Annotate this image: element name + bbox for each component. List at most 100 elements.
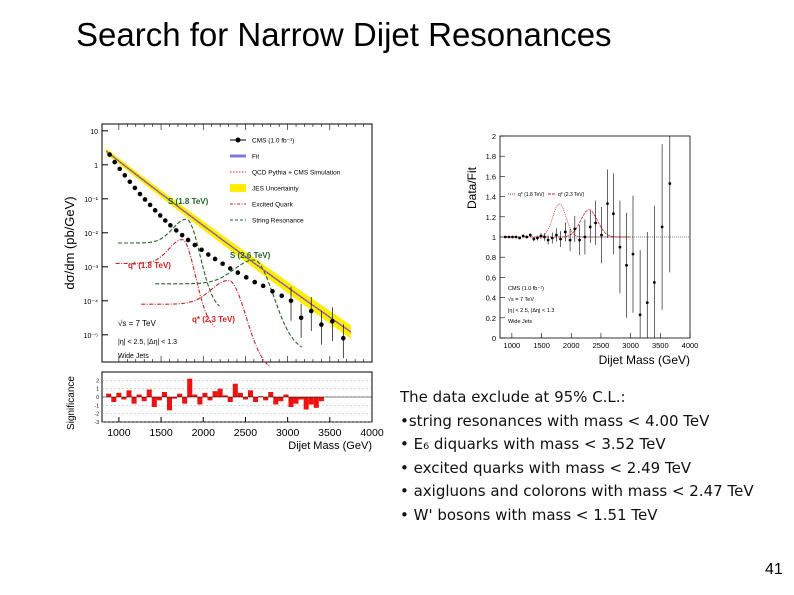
ratio-y-tick-label: 0.4	[486, 294, 496, 303]
ratio-data-point	[511, 235, 514, 239]
spectrum-plot-frame	[101, 123, 373, 363]
spectrum-info-jets: Wide Jets	[118, 353, 149, 360]
ratio-info: CMS (1.0 fb⁻¹) √s = 7 TeV |η| < 2.5, |Δη…	[508, 286, 554, 325]
ratio-data-point	[652, 281, 656, 284]
significance-x-tick-label: 3500	[318, 427, 342, 439]
spectrum-data-point	[298, 315, 304, 321]
spectrum-data-point	[192, 242, 198, 248]
exclusion-summary: The data exclude at 95% C.L.: •string re…	[400, 386, 754, 527]
spectrum-data-point	[112, 159, 117, 165]
ratio-info-eta: |η| < 2.5, |Δη| < 1.3	[508, 308, 554, 314]
ratio-info-cms: CMS (1.0 fb⁻¹)	[508, 286, 544, 292]
spectrum-legend: CMS (1.0 fb⁻¹) Fit QCD Pythia + CMS Simu…	[230, 137, 341, 225]
ratio-data-point	[645, 301, 649, 305]
signal-curve	[155, 259, 303, 348]
ratio-data-point	[532, 237, 536, 241]
spectrum-data-point	[179, 232, 185, 238]
significance-bar	[268, 392, 274, 397]
significance-y-label: Significance	[66, 376, 77, 430]
ratio-x-tick-label: 1000	[504, 341, 521, 350]
significance-bar	[172, 397, 178, 399]
spectrum-data-point	[330, 318, 335, 324]
significance-bar	[207, 397, 213, 401]
significance-bar	[116, 392, 122, 397]
ratio-y-tick-label: 1	[492, 233, 496, 242]
significance-bar	[166, 397, 173, 411]
significance-bar	[187, 378, 193, 397]
spectrum-data-point	[147, 202, 153, 208]
spectrum-data-point	[270, 288, 275, 294]
spectrum-data-point	[107, 152, 112, 157]
significance-bar	[197, 397, 203, 405]
significance-x-tick-label: 3000	[276, 427, 300, 439]
qcd-line	[105, 150, 352, 333]
significance-bar	[111, 397, 117, 402]
spectrum-data-point	[260, 283, 266, 289]
significance-bar	[308, 397, 314, 405]
significance-x-tick-label: 1500	[149, 427, 173, 439]
ratio-data-point	[507, 235, 511, 239]
spectrum-data-point	[308, 308, 314, 314]
significance-bar	[131, 397, 137, 404]
spectrum-data-point	[206, 252, 211, 257]
summary-item-axigluon: • axigluons and colorons with mass < 2.4…	[400, 482, 754, 500]
data-over-fit-figure: 0 0.2 0.4 0.6 0.8 1 1.2 1.4 1.6 1.8 2 1000 1500 2000…	[462, 130, 702, 370]
annotation-qstar-1-8: q* (1.8 TeV)	[128, 261, 171, 270]
ratio-data-point	[543, 235, 546, 239]
spectrum-y-label: dσ/dm (pb/GeV)	[62, 196, 77, 289]
spectrum-data-point	[127, 179, 133, 185]
significance-bar	[293, 397, 299, 404]
ratio-info-energy: √s = 7 TeV	[508, 296, 534, 303]
spectrum-data-points	[107, 152, 346, 359]
significance-bar	[182, 397, 188, 404]
ratio-data-point	[618, 245, 622, 249]
significance-bar	[303, 397, 309, 410]
spectrum-y-tick-label: 10⁻²	[84, 231, 98, 238]
significance-bar	[263, 397, 269, 401]
fit-curve	[105, 150, 352, 333]
summary-item-string: •string resonances with mass < 4.00 TeV	[400, 411, 710, 430]
significance-y-tick-label: -2	[95, 412, 100, 418]
spectrum-data-point	[227, 266, 233, 271]
ratio-data-point	[528, 233, 532, 237]
significance-bar	[217, 388, 223, 397]
summary-item-excited-quark: • excited quarks with mass < 2.49 TeV	[400, 458, 692, 477]
significance-y-tick-label: 0	[96, 395, 99, 401]
ratio-x-tick-label: 3500	[652, 341, 669, 350]
significance-bar	[288, 397, 294, 407]
ratio-y-tick-label: 1.4	[486, 193, 496, 202]
page-number: 41	[765, 561, 783, 578]
significance-bar	[298, 397, 304, 400]
ratio-data-point	[563, 230, 567, 234]
spectrum-data-point	[157, 213, 163, 218]
spectrum-data-point	[132, 185, 138, 191]
ratio-y-label: Data/Fit	[465, 166, 479, 209]
significance-bar	[318, 397, 324, 402]
significance-bar	[202, 392, 208, 397]
ratio-data-point	[573, 227, 577, 231]
ratio-data-point	[600, 233, 603, 237]
significance-bar	[227, 397, 233, 402]
ratio-x-tick-label: 2000	[563, 341, 580, 350]
significance-bar	[141, 397, 147, 402]
ratio-data-point	[594, 221, 597, 225]
spectrum-y-tick-label: 10⁻³	[84, 265, 98, 272]
spectrum-data-point	[235, 270, 241, 275]
spectrum-data-point	[152, 208, 158, 213]
ratio-data-point	[660, 225, 664, 229]
spectrum-data-point	[288, 298, 294, 304]
significance-bar	[126, 390, 132, 397]
ratio-y-tick-label: 1.6	[486, 172, 496, 181]
legend-label-string: String Resonance	[252, 218, 304, 225]
significance-bar	[192, 394, 198, 397]
ratio-data-point	[612, 212, 615, 216]
summary-item-wprime: • W' bosons with mass < 1.51 TeV	[400, 505, 658, 524]
ratio-data-point	[588, 225, 592, 229]
significance-bar	[136, 394, 142, 397]
significance-bar	[151, 397, 157, 407]
legend-label-fit: Fit	[252, 154, 259, 161]
spectrum-y-tick-label: 10⁻¹	[84, 197, 98, 204]
significance-x-label: Dijet Mass (GeV)	[288, 440, 372, 452]
legend-label-qcd: QCD Pythia + CMS Simulation	[252, 170, 341, 177]
